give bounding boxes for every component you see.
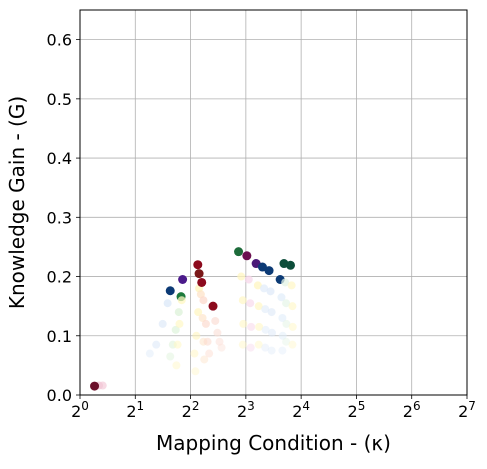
data-points [90,247,297,391]
x-axis-label: Mapping Condition - (κ) [156,431,391,455]
y-tick-label: 0.2 [47,268,72,287]
data-point [177,296,186,305]
data-point [287,281,296,290]
data-point [211,316,220,325]
data-point [242,251,252,261]
x-tick-label: 25 [348,399,366,421]
data-point [246,343,255,352]
data-point [282,337,291,346]
data-point [145,349,154,358]
y-tick-label: 0.5 [47,90,72,109]
data-point [191,367,200,376]
data-point [285,260,295,270]
y-tick-label: 0.3 [47,208,72,227]
data-point [190,349,199,358]
data-point [197,277,207,287]
data-point [208,301,218,311]
data-point [90,381,100,391]
data-point [254,340,263,349]
data-point [281,278,290,287]
y-tick-label: 0.6 [47,31,72,50]
data-point [238,340,247,349]
data-point [278,314,287,322]
data-point [247,322,256,331]
data-point [178,275,188,284]
plot-frame [79,9,468,396]
data-point [278,331,287,340]
data-point [257,262,267,272]
x-tick-label: 27 [458,399,476,421]
data-point [261,305,270,314]
data-point [267,328,276,337]
y-tick-label: 0.0 [47,386,72,405]
data-point [246,299,255,308]
data-point [239,319,248,328]
data-point [203,337,212,346]
data-point [205,349,214,358]
data-point [200,355,209,364]
y-axis-label: Knowledge Gain - (G) [5,96,29,309]
data-point [244,275,253,284]
data-point [199,296,208,305]
data-point [282,319,291,328]
data-point [267,308,276,317]
data-point [171,325,180,334]
x-tick-label: 21 [126,399,144,421]
data-point [175,319,184,328]
axis-ticks: 20 21 22 23 24 25 26 27 0.0 0.1 0.2 0.3 0.4 0.5 0.6 [47,31,476,421]
data-point [261,325,270,334]
data-point [237,272,246,281]
grid-lines [79,10,468,396]
y-tick-label: 0.4 [47,149,72,168]
data-point [277,293,286,302]
data-point [264,266,274,276]
data-point [215,337,224,346]
data-point [152,340,161,349]
data-point [163,299,172,308]
data-point [238,296,247,305]
data-point [266,287,275,296]
data-point [194,269,204,279]
data-point [288,322,297,331]
data-point [201,319,210,328]
data-point [234,247,244,257]
x-tick-label: 23 [237,399,255,421]
data-point [213,328,222,337]
data-point [278,346,287,355]
data-point [158,319,167,328]
data-point [255,322,264,331]
data-point [166,352,175,361]
data-point [194,308,203,317]
data-point [192,331,201,340]
y-tick-label: 0.1 [47,327,72,346]
data-point [254,302,263,311]
data-point [267,346,276,355]
data-point [198,314,207,322]
data-point [165,286,175,296]
data-point [172,361,181,370]
data-point [260,284,269,293]
data-point [193,260,203,270]
data-point [253,281,262,290]
data-point [174,308,183,317]
data-point [261,343,270,352]
data-point [288,302,297,311]
data-point [288,340,297,349]
x-tick-label: 24 [292,399,310,421]
x-tick-label: 20 [71,399,89,421]
data-point [282,299,291,308]
x-tick-label: 22 [182,399,200,421]
x-tick-label: 26 [403,399,421,421]
data-point [173,340,182,349]
